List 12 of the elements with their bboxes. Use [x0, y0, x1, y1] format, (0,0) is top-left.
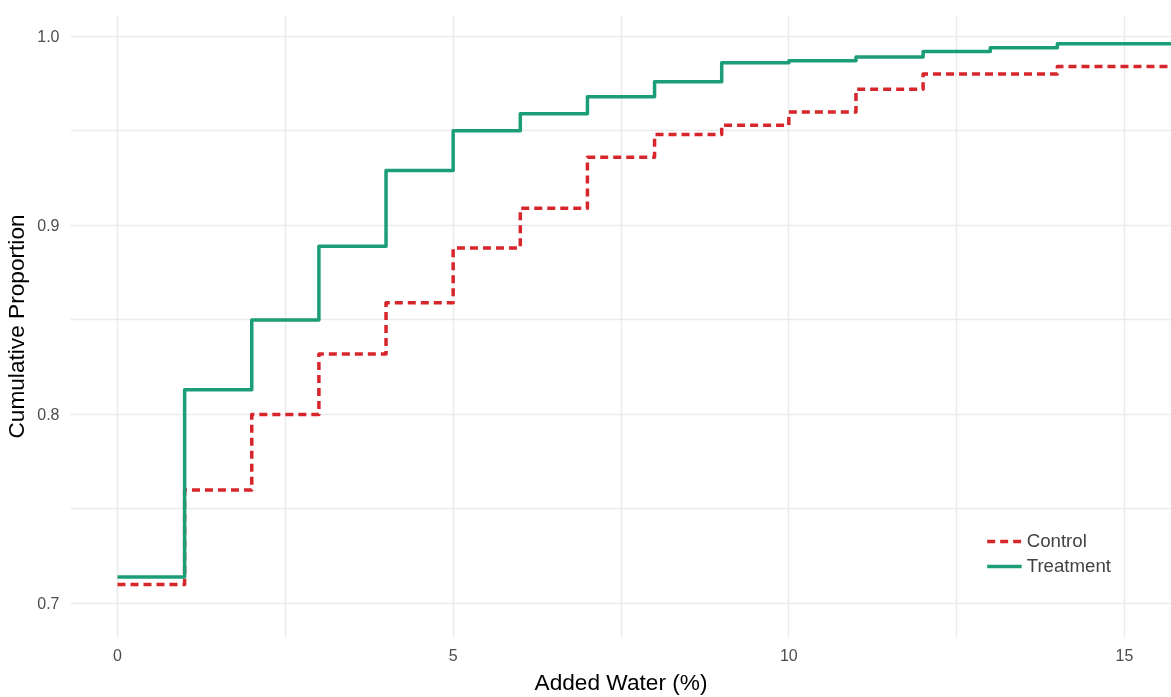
- legend-label: Treatment: [1026, 555, 1111, 577]
- x-tick-label: 10: [779, 646, 798, 664]
- y-tick-label: 0.9: [37, 217, 60, 235]
- x-tick-label: 15: [1115, 646, 1134, 664]
- x-axis-title: Added Water (%): [534, 668, 708, 695]
- y-tick-label: 1.0: [37, 28, 60, 46]
- y-axis-title: Cumulative Proportion: [3, 214, 30, 439]
- legend-label: Control: [1026, 530, 1087, 552]
- x-tick-label: 5: [448, 646, 458, 664]
- x-tick-label: 0: [113, 646, 123, 664]
- y-tick-label: 0.7: [37, 595, 60, 613]
- y-tick-label: 0.8: [37, 406, 60, 424]
